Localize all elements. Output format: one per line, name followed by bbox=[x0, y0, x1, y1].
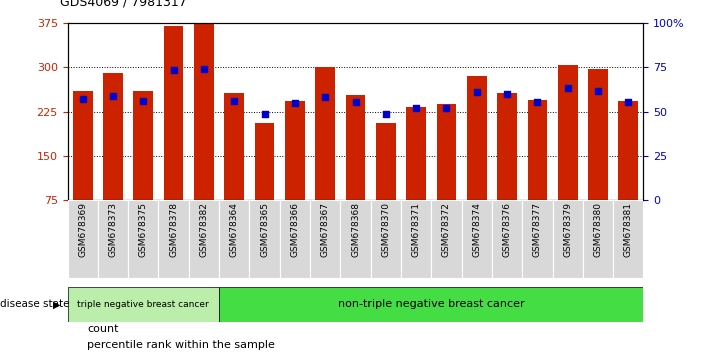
Bar bbox=[73, 91, 92, 200]
Bar bbox=[497, 93, 517, 200]
Text: ▶: ▶ bbox=[53, 299, 60, 309]
Bar bbox=[159, 200, 189, 278]
Bar bbox=[401, 200, 432, 278]
Bar bbox=[189, 200, 219, 278]
Point bbox=[441, 105, 452, 111]
Text: GSM678378: GSM678378 bbox=[169, 202, 178, 257]
Point bbox=[501, 91, 513, 97]
Point bbox=[562, 85, 573, 91]
Bar bbox=[68, 200, 98, 278]
Point bbox=[592, 88, 604, 94]
Bar bbox=[619, 101, 638, 200]
Text: GSM678375: GSM678375 bbox=[139, 202, 148, 257]
Text: GSM678373: GSM678373 bbox=[109, 202, 117, 257]
Text: GSM678364: GSM678364 bbox=[230, 202, 239, 257]
Text: GSM678377: GSM678377 bbox=[533, 202, 542, 257]
Text: GSM678374: GSM678374 bbox=[472, 202, 481, 257]
Bar bbox=[164, 26, 183, 200]
Point bbox=[228, 99, 240, 104]
Bar bbox=[522, 200, 552, 278]
Point bbox=[168, 67, 179, 73]
Point bbox=[380, 111, 392, 117]
Point bbox=[471, 89, 483, 95]
Bar bbox=[583, 200, 613, 278]
Bar bbox=[346, 95, 365, 200]
Text: GSM678372: GSM678372 bbox=[442, 202, 451, 257]
Bar bbox=[437, 104, 456, 200]
Bar bbox=[613, 200, 643, 278]
Text: GSM678371: GSM678371 bbox=[412, 202, 421, 257]
Bar bbox=[128, 200, 159, 278]
Bar bbox=[376, 123, 395, 200]
Text: GSM678381: GSM678381 bbox=[624, 202, 633, 257]
Point bbox=[410, 105, 422, 111]
Bar bbox=[279, 200, 310, 278]
Point bbox=[319, 94, 331, 99]
Bar bbox=[432, 200, 461, 278]
Point bbox=[77, 96, 88, 101]
Text: GSM678370: GSM678370 bbox=[381, 202, 390, 257]
Text: GSM678376: GSM678376 bbox=[503, 202, 511, 257]
Text: count: count bbox=[87, 324, 119, 334]
Point bbox=[259, 112, 270, 117]
Text: GSM678379: GSM678379 bbox=[563, 202, 572, 257]
Text: GSM678366: GSM678366 bbox=[290, 202, 299, 257]
Bar bbox=[194, 17, 214, 200]
Point bbox=[623, 99, 634, 105]
Point bbox=[350, 99, 361, 105]
Text: percentile rank within the sample: percentile rank within the sample bbox=[87, 340, 275, 350]
Text: GSM678365: GSM678365 bbox=[260, 202, 269, 257]
Bar bbox=[406, 107, 426, 200]
Bar bbox=[68, 287, 219, 322]
Text: GSM678369: GSM678369 bbox=[78, 202, 87, 257]
Point bbox=[289, 100, 301, 105]
Bar bbox=[467, 76, 486, 200]
Text: triple negative breast cancer: triple negative breast cancer bbox=[77, 300, 209, 309]
Point bbox=[198, 66, 210, 72]
Bar bbox=[250, 200, 279, 278]
Bar bbox=[492, 200, 522, 278]
Bar bbox=[98, 200, 128, 278]
Point bbox=[532, 99, 543, 105]
Bar bbox=[255, 123, 274, 200]
Bar bbox=[103, 73, 123, 200]
Bar bbox=[558, 65, 577, 200]
Bar bbox=[219, 287, 643, 322]
Bar bbox=[316, 67, 335, 200]
Bar bbox=[310, 200, 341, 278]
Point bbox=[107, 93, 119, 98]
Text: disease state: disease state bbox=[0, 299, 70, 309]
Point bbox=[138, 99, 149, 104]
Bar bbox=[461, 200, 492, 278]
Bar bbox=[552, 200, 583, 278]
Text: non-triple negative breast cancer: non-triple negative breast cancer bbox=[338, 299, 525, 309]
Bar bbox=[225, 93, 244, 200]
Bar bbox=[341, 200, 370, 278]
Bar bbox=[528, 100, 547, 200]
Text: GSM678382: GSM678382 bbox=[200, 202, 208, 257]
Text: GSM678367: GSM678367 bbox=[321, 202, 330, 257]
Bar bbox=[588, 69, 608, 200]
Text: GSM678380: GSM678380 bbox=[594, 202, 602, 257]
Bar bbox=[370, 200, 401, 278]
Bar bbox=[285, 101, 305, 200]
Bar bbox=[134, 91, 153, 200]
Text: GDS4069 / 7981317: GDS4069 / 7981317 bbox=[60, 0, 187, 9]
Text: GSM678368: GSM678368 bbox=[351, 202, 360, 257]
Bar bbox=[219, 200, 250, 278]
